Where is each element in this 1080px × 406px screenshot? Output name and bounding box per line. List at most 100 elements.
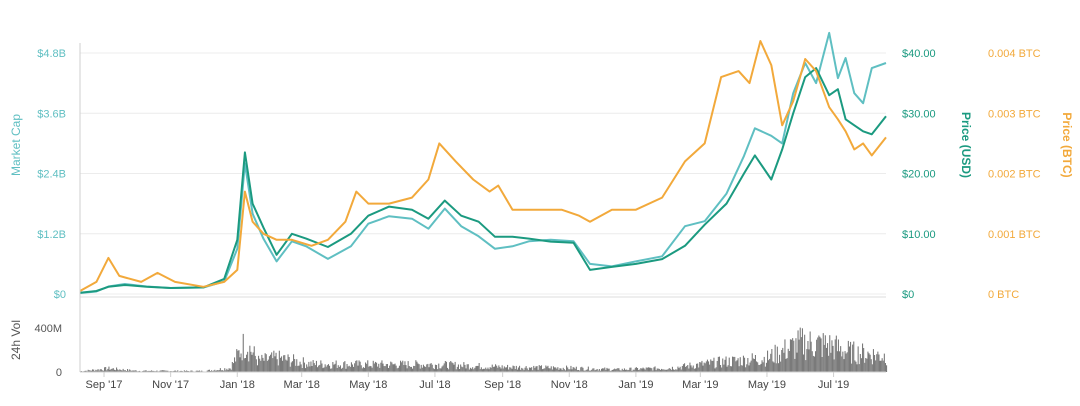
volume-bar xyxy=(519,366,520,372)
volume-bar xyxy=(757,362,758,372)
volume-bar xyxy=(574,368,575,372)
volume-bar xyxy=(446,362,447,372)
volume-bar xyxy=(669,368,670,372)
volume-bar xyxy=(682,366,683,372)
volume-bar xyxy=(514,366,515,372)
volume-bar xyxy=(646,368,647,373)
volume-bar xyxy=(680,367,681,372)
volume-bar xyxy=(447,368,448,372)
volume-bar xyxy=(444,363,445,372)
volume-bar xyxy=(279,351,280,372)
volume-bar xyxy=(800,328,801,372)
volume-bar xyxy=(768,360,769,372)
volume-bar xyxy=(553,366,554,372)
volume-bar xyxy=(470,368,471,372)
volume-bar xyxy=(570,366,571,372)
market-cap-tick-label: $3.6B xyxy=(37,108,66,120)
volume-bar xyxy=(535,366,536,372)
volume-bar xyxy=(342,368,343,372)
volume-bar xyxy=(389,366,390,372)
volume-bar xyxy=(490,367,491,372)
volume-bar xyxy=(873,349,874,372)
volume-bar xyxy=(458,365,459,373)
volume-bar xyxy=(717,361,718,372)
price-btc-tick-label: 0.003 BTC xyxy=(988,108,1041,120)
volume-bar xyxy=(365,363,366,373)
volume-bar xyxy=(410,367,411,372)
series-lines xyxy=(80,33,886,293)
price-usd-tick-label: $0 xyxy=(902,289,914,301)
volume-bar xyxy=(701,361,702,372)
volume-bar xyxy=(758,365,759,372)
volume-bar xyxy=(277,359,278,372)
volume-bar xyxy=(316,361,317,372)
volume-bar xyxy=(637,368,638,372)
volume-bar xyxy=(557,367,558,372)
volume-bar xyxy=(706,361,707,372)
volume-bar xyxy=(301,364,302,372)
market-cap-tick-label: $0 xyxy=(54,289,66,301)
volume-bar xyxy=(386,364,387,372)
volume-bar xyxy=(359,360,360,372)
volume-bar xyxy=(104,367,105,372)
volume-bar xyxy=(485,368,486,372)
volume-bar xyxy=(375,362,376,372)
volume-bar xyxy=(285,360,286,372)
volume-bar xyxy=(566,366,567,372)
volume-bar xyxy=(819,337,820,372)
volume-bar xyxy=(776,363,777,372)
volume-bar xyxy=(801,337,802,372)
volume-bar xyxy=(463,362,464,372)
volume-bar xyxy=(823,333,824,372)
volume-bar xyxy=(317,367,318,372)
volume-bar xyxy=(860,354,861,372)
volume-bar xyxy=(866,359,867,372)
volume-bar xyxy=(787,358,788,372)
volume-bar xyxy=(791,340,792,372)
volume-bar xyxy=(220,368,221,372)
volume-bar xyxy=(271,352,272,372)
volume-bar xyxy=(428,367,429,372)
volume-bar xyxy=(809,349,810,372)
volume-bar xyxy=(455,362,456,372)
volume-bar xyxy=(846,354,847,373)
volume-bar xyxy=(487,368,488,372)
volume-bar xyxy=(245,358,246,372)
x-tick-label: Sep '18 xyxy=(484,379,521,391)
volume-axis-title: 24h Vol xyxy=(9,320,23,360)
volume-bar xyxy=(230,369,231,373)
volume-bar xyxy=(836,336,837,372)
volume-bar xyxy=(356,360,357,372)
volume-bar xyxy=(313,360,314,372)
volume-bar xyxy=(291,362,292,372)
volume-bar xyxy=(364,368,365,372)
volume-bar xyxy=(467,364,468,372)
volume-bar xyxy=(792,338,793,372)
volume-bar xyxy=(581,367,582,372)
volume-bar xyxy=(409,366,410,372)
volume-bar xyxy=(541,365,542,372)
volume-bar xyxy=(561,369,562,373)
volume-bar xyxy=(840,346,841,372)
volume-bar xyxy=(297,366,298,372)
volume-bar xyxy=(236,349,237,372)
volume-bar xyxy=(450,361,451,372)
volume-bar xyxy=(774,363,775,373)
volume-bar xyxy=(829,335,830,372)
volume-bar xyxy=(614,369,615,372)
volume-bar xyxy=(388,368,389,372)
volume-bar xyxy=(732,357,733,372)
volume-bar xyxy=(392,364,393,372)
volume-bar xyxy=(547,366,548,372)
volume-bar xyxy=(272,358,273,372)
volume-bar xyxy=(379,368,380,372)
volume-bar xyxy=(636,367,637,372)
x-tick-label: Jan '18 xyxy=(220,379,255,391)
volume-bar xyxy=(748,365,749,372)
volume-bar xyxy=(354,363,355,372)
volume-bar xyxy=(466,368,467,372)
volume-bar xyxy=(713,358,714,372)
volume-bar xyxy=(602,368,603,372)
volume-bar xyxy=(843,359,844,372)
